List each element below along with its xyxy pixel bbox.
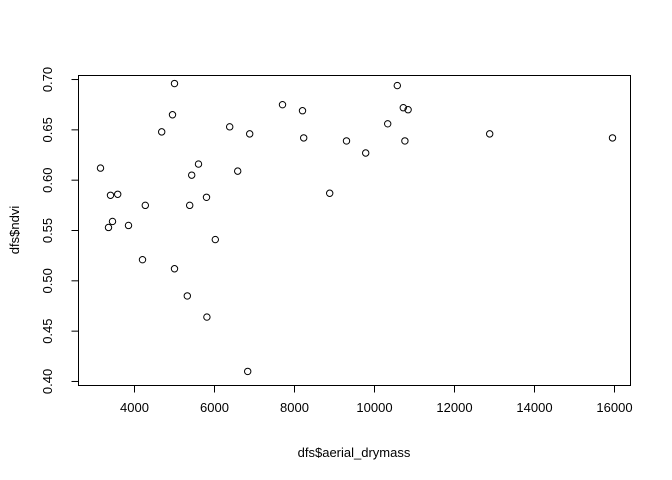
data-point — [106, 191, 115, 199]
y-tick-label: 0.60 — [40, 168, 55, 193]
data-point — [202, 193, 211, 201]
data-point — [141, 201, 150, 210]
data-point — [114, 190, 122, 198]
data-point — [186, 201, 194, 210]
y-tick-label: 0.45 — [40, 318, 55, 343]
data-point — [246, 130, 254, 138]
data-point — [138, 255, 147, 264]
data-point — [326, 189, 334, 197]
data-point — [170, 79, 179, 88]
data-point — [362, 149, 370, 157]
data-point — [183, 292, 192, 300]
plot-frame — [78, 75, 631, 386]
y-tick-label: 0.70 — [40, 67, 55, 92]
x-tick-label: 16000 — [596, 400, 632, 415]
data-point — [108, 217, 117, 226]
data-point — [203, 313, 211, 321]
data-point — [96, 164, 105, 172]
data-point — [486, 130, 494, 138]
x-axis: 4000 6000 8000 10000 12000 14000 16000 — [120, 385, 633, 415]
data-point — [399, 104, 407, 112]
data-point — [168, 111, 177, 119]
x-tick-label: 6000 — [200, 400, 229, 415]
data-point — [342, 137, 351, 145]
x-tick-label: 8000 — [280, 400, 309, 415]
data-point — [300, 134, 308, 142]
y-tick-label: 0.55 — [40, 218, 55, 243]
x-tick-label: 10000 — [356, 400, 392, 415]
data-point — [278, 100, 287, 109]
data-point — [211, 235, 220, 244]
data-point — [234, 167, 242, 175]
y-axis-label: dfs$ndvi — [7, 206, 22, 255]
x-tick-label: 12000 — [436, 400, 472, 415]
y-axis: 0.40 0.45 0.50 0.55 0.60 0.65 0.70 — [40, 67, 79, 394]
x-axis-label: dfs$aerial_drymass — [298, 445, 411, 460]
y-tick-label: 0.50 — [40, 268, 55, 293]
data-point — [124, 221, 133, 230]
data-point — [158, 128, 166, 136]
data-point — [401, 137, 409, 145]
data-point — [104, 223, 113, 232]
data-point — [194, 160, 203, 168]
data-point — [226, 123, 234, 131]
data-point — [608, 134, 617, 142]
data-point — [384, 120, 392, 128]
data-point — [170, 265, 179, 273]
data-point — [404, 106, 412, 114]
y-tick-label: 0.65 — [40, 117, 55, 142]
data-point — [188, 171, 196, 179]
data-point — [244, 367, 252, 376]
x-tick-label: 4000 — [120, 400, 149, 415]
data-point — [298, 107, 307, 115]
data-point — [393, 81, 401, 90]
y-tick-label: 0.40 — [40, 369, 55, 394]
x-tick-label: 14000 — [516, 400, 552, 415]
data-points — [96, 79, 617, 376]
